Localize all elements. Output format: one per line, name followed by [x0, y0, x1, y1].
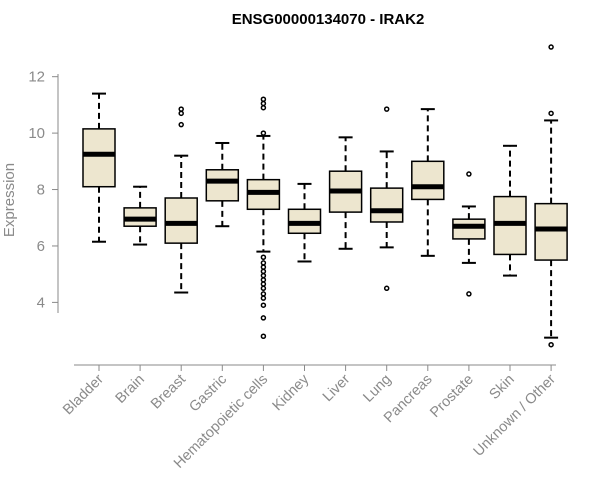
outlier-point [260, 281, 267, 287]
box-kidney [287, 182, 322, 263]
outlier-point [383, 106, 390, 112]
box-lung [369, 106, 404, 292]
outlier-point [260, 333, 267, 339]
outlier-point [260, 264, 267, 270]
box-brain [123, 185, 157, 246]
outlier-point [178, 110, 184, 117]
y-axis-label: Expression [1, 163, 18, 237]
outlier-point [260, 130, 267, 136]
box-unknown-other [534, 44, 568, 348]
outlier-point [260, 268, 267, 275]
iqr-box [164, 197, 198, 244]
outlier-point [260, 295, 267, 301]
x-tick-label: Liver [320, 371, 354, 405]
y-tick-label: 10 [28, 125, 45, 142]
x-tick-label: Skin [487, 372, 518, 403]
chart-title: ENSG00000134070 - IRAK2 [232, 11, 425, 28]
y-tick-label: 8 [37, 182, 45, 199]
outlier-point [548, 341, 554, 348]
box-pancreas [411, 108, 445, 257]
x-tick-label: Bladder [60, 371, 107, 418]
iqr-box [534, 202, 568, 261]
x-tick-label: Prostate [427, 372, 476, 421]
outlier-point [260, 272, 267, 279]
outlier-point [466, 171, 472, 177]
iqr-box [205, 169, 240, 202]
box-bladder [82, 92, 116, 243]
y-tick-label: 6 [37, 238, 45, 255]
box-liver [328, 136, 363, 250]
outlier-point [260, 315, 267, 321]
outlier-point [178, 106, 184, 112]
box-skin [493, 144, 527, 277]
iqr-box [82, 128, 116, 188]
outlier-point [260, 285, 267, 292]
outlier-point [260, 100, 267, 107]
boxes [82, 44, 568, 348]
outlier-point [260, 96, 267, 102]
y-tick-label: 4 [37, 294, 45, 311]
outlier-point [260, 291, 267, 297]
y-tick-label: 12 [28, 69, 45, 86]
iqr-box [452, 218, 486, 240]
box-gastric [205, 141, 240, 228]
box-hematopoietic-cells [246, 96, 281, 339]
x-tick-label: Brain [113, 372, 148, 407]
outlier-point [178, 121, 184, 128]
box-prostate [452, 171, 486, 297]
x-tick-label: Lung [360, 372, 394, 406]
outlier-point [260, 277, 267, 283]
x-tick-label: Breast [148, 372, 189, 413]
outlier-point [260, 104, 267, 111]
outlier-point [260, 254, 267, 260]
outlier-point [260, 260, 267, 266]
box-breast [164, 106, 198, 294]
outlier-point [383, 285, 390, 292]
x-tick-label: Kidney [270, 371, 313, 414]
outlier-point [466, 291, 472, 297]
outlier-point [548, 44, 554, 50]
iqr-box [369, 187, 404, 223]
iqr-box [411, 160, 445, 201]
outlier-point [548, 110, 554, 117]
outlier-point [260, 302, 267, 308]
y-ticks: 4 6 8 10 12 [28, 69, 58, 311]
